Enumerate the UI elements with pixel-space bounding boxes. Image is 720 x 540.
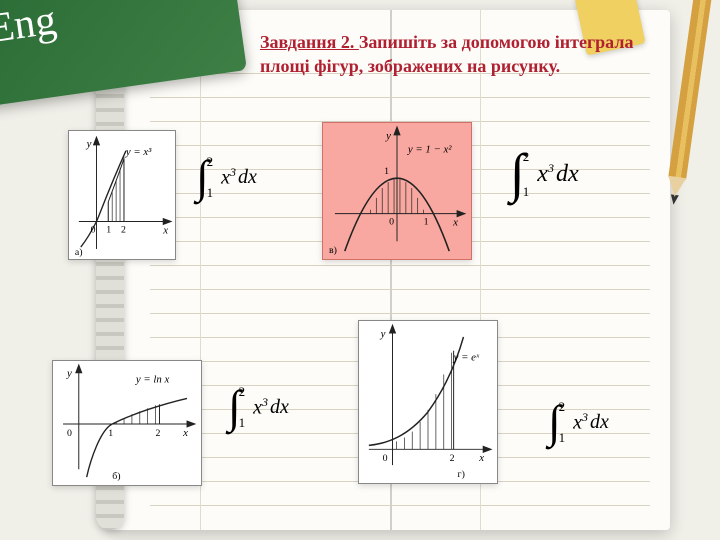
svg-text:y: y [385, 130, 391, 142]
svg-text:0: 0 [91, 224, 96, 235]
pencil-tip [670, 194, 679, 205]
integral-c: ∫ 2 1 x3dx [510, 150, 579, 198]
svg-text:2: 2 [156, 428, 161, 439]
integral-symbol: ∫ [196, 159, 209, 196]
svg-text:x: x [452, 216, 458, 228]
svg-text:0: 0 [67, 428, 72, 439]
graph-b-equation: y = ln x [135, 374, 170, 386]
axis-y-label: y [86, 138, 92, 150]
svg-text:2: 2 [121, 224, 126, 235]
integral-symbol: ∫ [548, 404, 561, 441]
integral-c-integrand: x3dx [537, 161, 578, 188]
svg-text:x: x [478, 452, 484, 464]
chalkboard-text: Eng [0, 0, 59, 52]
graph-a-letter: а) [75, 247, 83, 258]
integral-b: ∫ 2 1 x3dx [228, 385, 289, 429]
task-title: Завдання 2. Запишіть за допомогою інтегр… [260, 30, 660, 79]
graph-a-equation: y = x³ [125, 146, 152, 158]
svg-text:1: 1 [108, 428, 113, 439]
svg-text:1: 1 [384, 166, 389, 177]
svg-text:0: 0 [389, 217, 394, 228]
graph-a-cubic: y x y = x³ 0 1 2 а) [68, 130, 176, 260]
integral-a-integrand: x3dx [221, 165, 257, 190]
axis-x-label: x [162, 224, 168, 236]
graph-c-parabola: y x y = 1 − x² 0 1 1 в) [322, 122, 472, 260]
svg-text:0: 0 [383, 453, 388, 464]
graph-b-letter: б) [112, 471, 120, 482]
integral-b-integrand: x3dx [253, 395, 289, 420]
graph-d-letter: г) [458, 469, 465, 480]
svg-text:y: y [66, 368, 72, 380]
graph-b-ln: y x y = ln x 0 1 2 б) [52, 360, 202, 486]
integral-symbol: ∫ [510, 152, 525, 195]
svg-text:x: x [182, 427, 188, 439]
graph-d-exp: y x y = eˣ 0 2 г) [358, 320, 498, 484]
svg-text:2: 2 [450, 453, 455, 464]
svg-text:1: 1 [424, 217, 429, 228]
graph-d-equation: y = eˣ [453, 352, 480, 364]
integral-symbol: ∫ [228, 389, 241, 426]
task-label: Завдання 2. [260, 32, 359, 52]
integral-d: ∫ 2 1 x3dx [548, 400, 609, 444]
svg-text:1: 1 [106, 224, 111, 235]
integral-a: ∫ 2 1 x3dx [196, 155, 257, 199]
integral-d-integrand: x3dx [573, 410, 609, 435]
svg-text:y: y [380, 328, 386, 340]
graph-c-letter: в) [329, 245, 337, 256]
graph-c-equation: y = 1 − x² [407, 144, 452, 156]
